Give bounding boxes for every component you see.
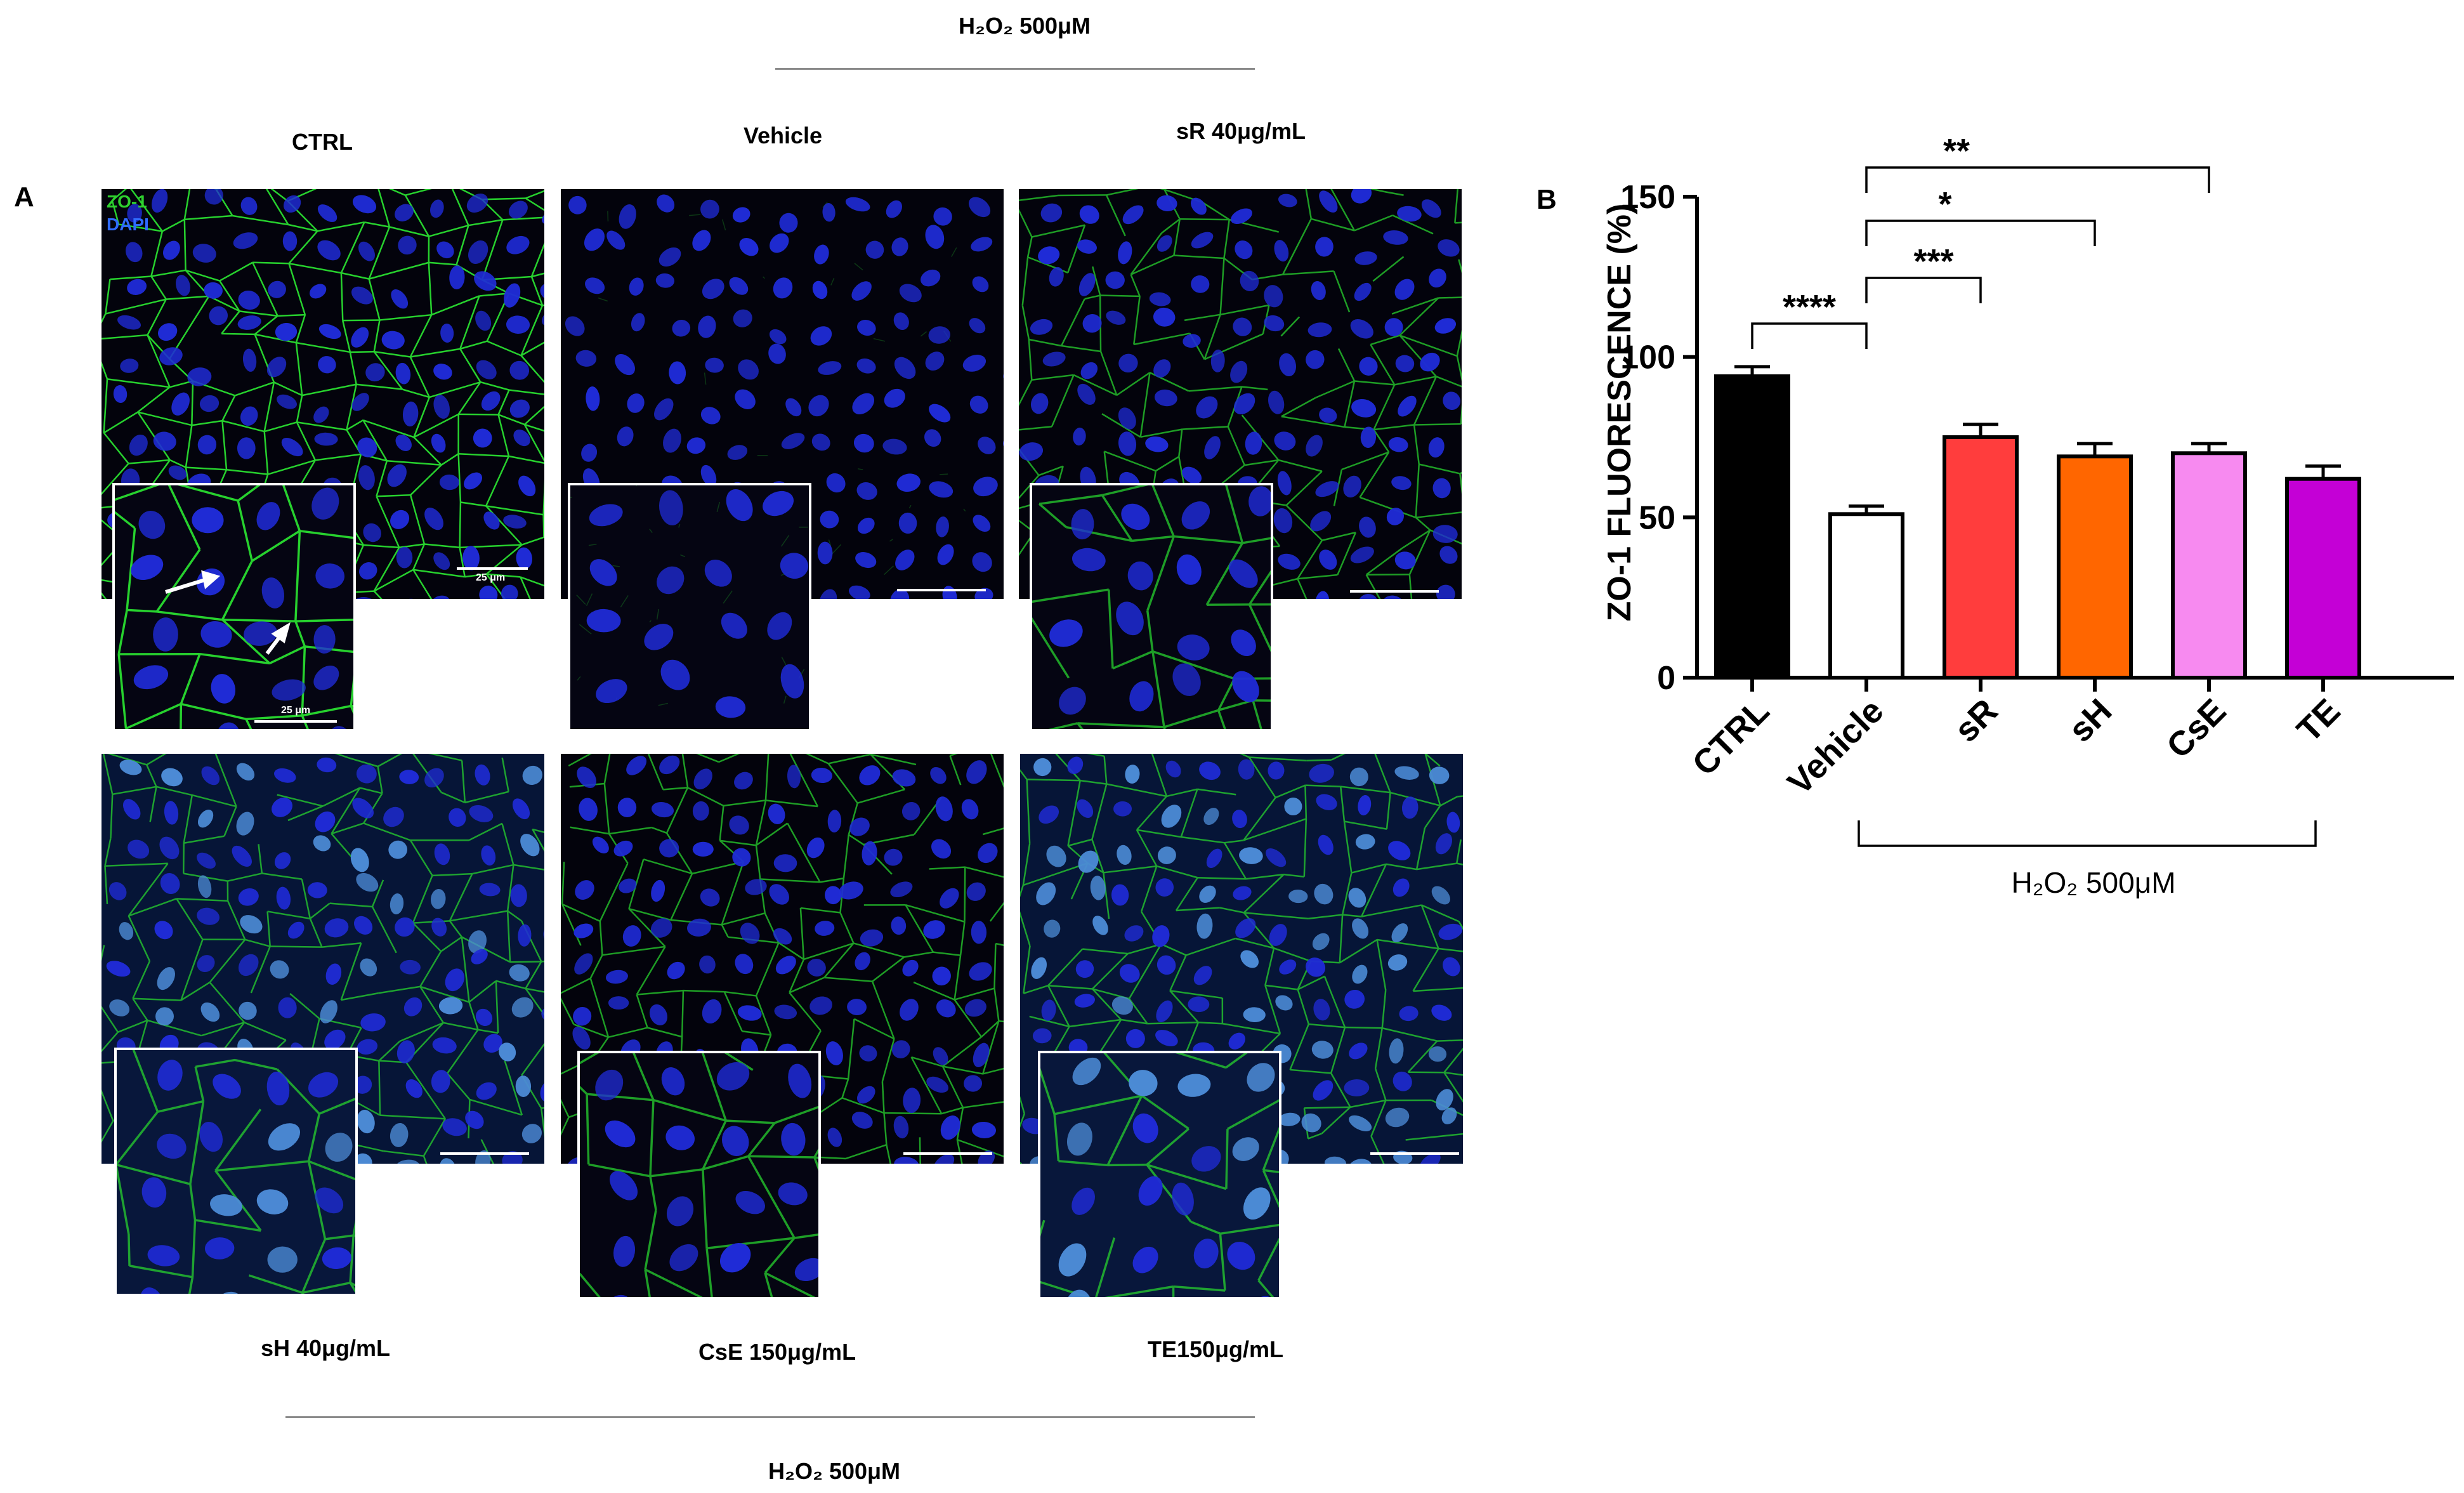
inset-scale-bar [254, 720, 337, 723]
scale-label: 25 μm [476, 572, 506, 583]
top-group-divider [775, 68, 1255, 70]
y-tick-label-100: 100 [1620, 339, 1675, 376]
bar-CTRL [1714, 374, 1790, 680]
scale-bar [1370, 1152, 1459, 1155]
y-tick-label-50: 50 [1639, 499, 1675, 536]
scale-bar [897, 589, 986, 591]
x-tick-label-CTRL: CTRL [1685, 692, 1776, 783]
panel-b-letter: B [1537, 184, 1557, 215]
bar-Vehicle [1828, 512, 1904, 680]
panel-label-ctrl: CTRL [292, 129, 353, 155]
scale-bar [1350, 590, 1439, 593]
x-tick-label-Vehicle: Vehicle [1780, 692, 1891, 802]
inset-sh [114, 1048, 358, 1296]
inset-scale-label: 25 μm [281, 705, 311, 716]
significance-bracket-sH [1865, 220, 2096, 246]
significance-label-sH: * [1938, 185, 1951, 223]
significance-bracket-sR [1865, 277, 1982, 303]
y-axis-label: ZO-1 FLUORESCENCE (%) [1601, 204, 1638, 622]
scale-bar [440, 1152, 529, 1155]
significance-label-Vehicle: **** [1783, 288, 1836, 326]
panel-a-letter: A [14, 181, 34, 213]
inset-te [1038, 1051, 1281, 1299]
x-tick-label-sR: sR [1947, 692, 2005, 749]
arrow-markers [165, 570, 291, 655]
inset-vehicle [568, 483, 811, 732]
panel-label-te: TE150μg/mL [1147, 1336, 1284, 1362]
bar-TE [2285, 477, 2361, 680]
channel-label-dapi: DAPI [107, 214, 149, 234]
inset-sr [1030, 483, 1273, 732]
significance-bracket-CsE [1865, 166, 2210, 193]
bar-sH [2057, 454, 2133, 680]
panel-label-vehicle: Vehicle [743, 122, 823, 148]
treatment-group-bracket [1858, 820, 2317, 847]
x-tick-label-sH: sH [2061, 692, 2119, 749]
bar-sR [1943, 435, 2019, 680]
x-tick-label-TE: TE [2290, 692, 2347, 749]
micrograph-cse [561, 754, 1004, 1164]
scale-bar [457, 567, 528, 570]
significance-label-CsE: ** [1943, 132, 1970, 170]
inset-ctrl: 25 μm [112, 483, 356, 732]
y-tick-label-0: 0 [1657, 660, 1675, 697]
panel-label-sr: sR 40μg/mL [1176, 118, 1306, 144]
significance-bracket-Vehicle [1751, 322, 1868, 349]
panel-label-sh: sH 40μg/mL [260, 1335, 391, 1361]
bar-CsE [2171, 451, 2247, 680]
zo1-bar-chart: ZO-1 FLUORESCENCE (%) 0 50 100 150 CTRL Vehic… [1601, 132, 2454, 899]
bottom-group-divider [285, 1416, 1255, 1418]
top-group-label: H₂O₂ 500μM [958, 13, 1091, 39]
panel-label-cse: CsE 150μg/mL [698, 1339, 856, 1365]
inset-cse [577, 1051, 821, 1299]
bottom-group-label: H₂O₂ 500μM [768, 1458, 901, 1484]
significance-label-sR: *** [1913, 242, 1953, 280]
channel-label-zo1: ZO-1 [107, 192, 147, 211]
y-tick-label-150: 150 [1620, 179, 1675, 216]
x-tick-label-CsE: CsE [2159, 692, 2234, 766]
scale-bar [903, 1152, 992, 1155]
treatment-group-label: H₂O₂ 500μM [2011, 866, 2175, 899]
